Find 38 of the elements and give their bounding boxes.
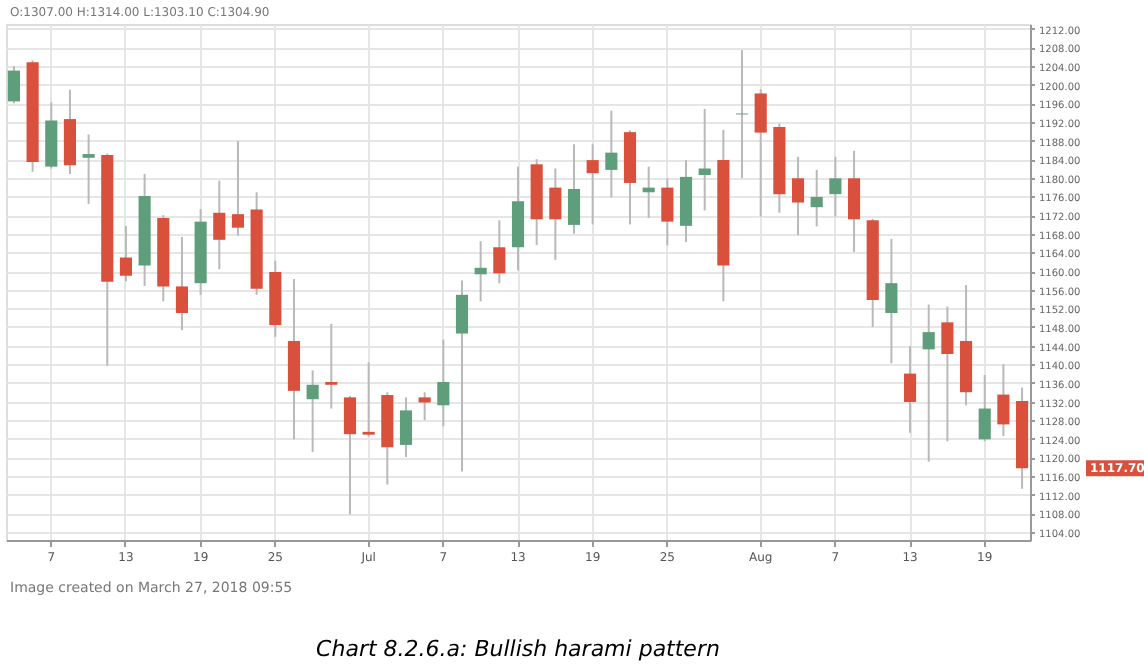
candlestick <box>586 143 599 226</box>
candlestick <box>605 109 618 199</box>
candlestick <box>922 303 935 463</box>
candlestick <box>175 236 189 332</box>
candlestick <box>829 155 842 218</box>
candlestick <box>511 165 525 272</box>
candlestick <box>306 369 319 453</box>
candlestick <box>231 140 245 237</box>
candlestick <box>698 107 711 212</box>
candlestick <box>437 338 450 428</box>
candlestick <box>885 237 898 365</box>
candlestick <box>455 279 469 473</box>
candlestick <box>7 64 20 105</box>
candlestick <box>399 396 413 459</box>
candlestick <box>474 240 487 303</box>
candlestick <box>213 179 226 271</box>
candlestick <box>119 224 133 283</box>
candlestick <box>661 177 674 247</box>
candlestick <box>735 49 749 180</box>
candlestick <box>810 168 823 228</box>
candlestick <box>567 143 581 235</box>
candlestick <box>45 101 58 170</box>
candlestick <box>493 219 506 285</box>
candlestick <box>82 133 95 205</box>
candlestick <box>325 322 338 410</box>
candlestick <box>754 88 767 218</box>
candlestick <box>63 88 77 176</box>
candlestick <box>941 305 954 443</box>
candlestick <box>903 345 917 434</box>
candlestick <box>978 373 991 443</box>
candlestick <box>997 363 1010 438</box>
candlestick <box>549 167 562 261</box>
candlestick <box>418 391 431 422</box>
text: Chart 8.2.6.a: Bullish harami pattern <box>316 636 720 662</box>
candlestick <box>343 394 357 516</box>
candlestick <box>791 155 805 237</box>
candlestick <box>362 361 375 438</box>
candlestick <box>847 149 861 253</box>
